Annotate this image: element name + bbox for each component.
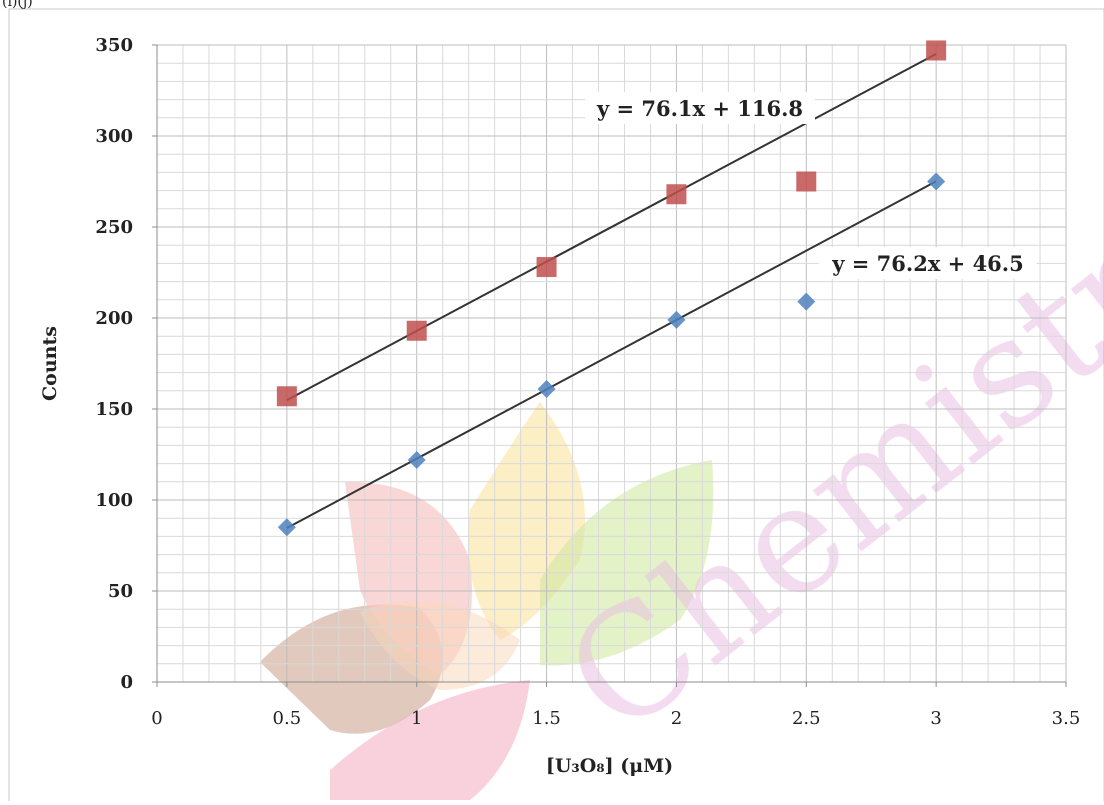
trendline-1 <box>286 53 937 402</box>
x-tick-label: 2.5 <box>792 708 821 729</box>
x-tick-label: 3 <box>930 708 941 729</box>
data-point-square <box>406 320 427 341</box>
data-points <box>276 40 947 537</box>
data-point-square <box>796 171 817 192</box>
x-tick-label: 3.5 <box>1052 708 1081 729</box>
y-tick-label: 250 <box>95 217 133 238</box>
x-tick-label: 1 <box>411 708 422 729</box>
data-point-diamond <box>277 518 296 537</box>
data-point-square <box>276 386 297 407</box>
data-point-diamond <box>927 172 946 191</box>
trendlines <box>286 53 937 529</box>
y-tick-label: 100 <box>95 490 133 511</box>
equation-label: y = 76.1x + 116.8 <box>596 96 803 121</box>
data-point-diamond <box>407 450 426 469</box>
data-point-diamond <box>667 310 686 329</box>
x-tick-label: 0 <box>151 708 162 729</box>
y-tick-label: 150 <box>95 399 133 420</box>
data-point-diamond <box>537 379 556 398</box>
data-point-diamond <box>797 292 816 311</box>
equation-label-bg <box>585 92 815 124</box>
chart-border <box>8 8 1104 805</box>
x-tick-label: 0.5 <box>273 708 302 729</box>
trendline-2 <box>286 180 937 529</box>
equation-label-bg <box>819 247 1037 279</box>
y-tick-label: 50 <box>108 581 133 602</box>
equation-labels: y = 76.1x + 116.8 y = 76.2x + 46.5 <box>585 92 1037 279</box>
x-tick-label: 2 <box>671 708 682 729</box>
y-tick-label: 300 <box>95 126 133 147</box>
x-axis-title: [U₃O₈] (μM) <box>546 755 673 777</box>
data-point-square <box>666 184 687 205</box>
data-point-square <box>536 257 557 278</box>
y-axis-title: Counts <box>39 326 61 401</box>
equation-label: y = 76.2x + 46.5 <box>831 251 1023 276</box>
axes: 0 0.5 1 1.5 2 2.5 3 3.5 0 50 100 150 200 250 300 350 [U₃… <box>39 35 1080 777</box>
corner-label: (i)(j) <box>2 0 33 10</box>
y-tick-label: 200 <box>95 308 133 329</box>
y-tick-label: 0 <box>120 672 133 693</box>
data-point-square <box>926 40 947 61</box>
y-tick-label: 350 <box>95 35 133 56</box>
x-tick-label: 1.5 <box>532 708 561 729</box>
